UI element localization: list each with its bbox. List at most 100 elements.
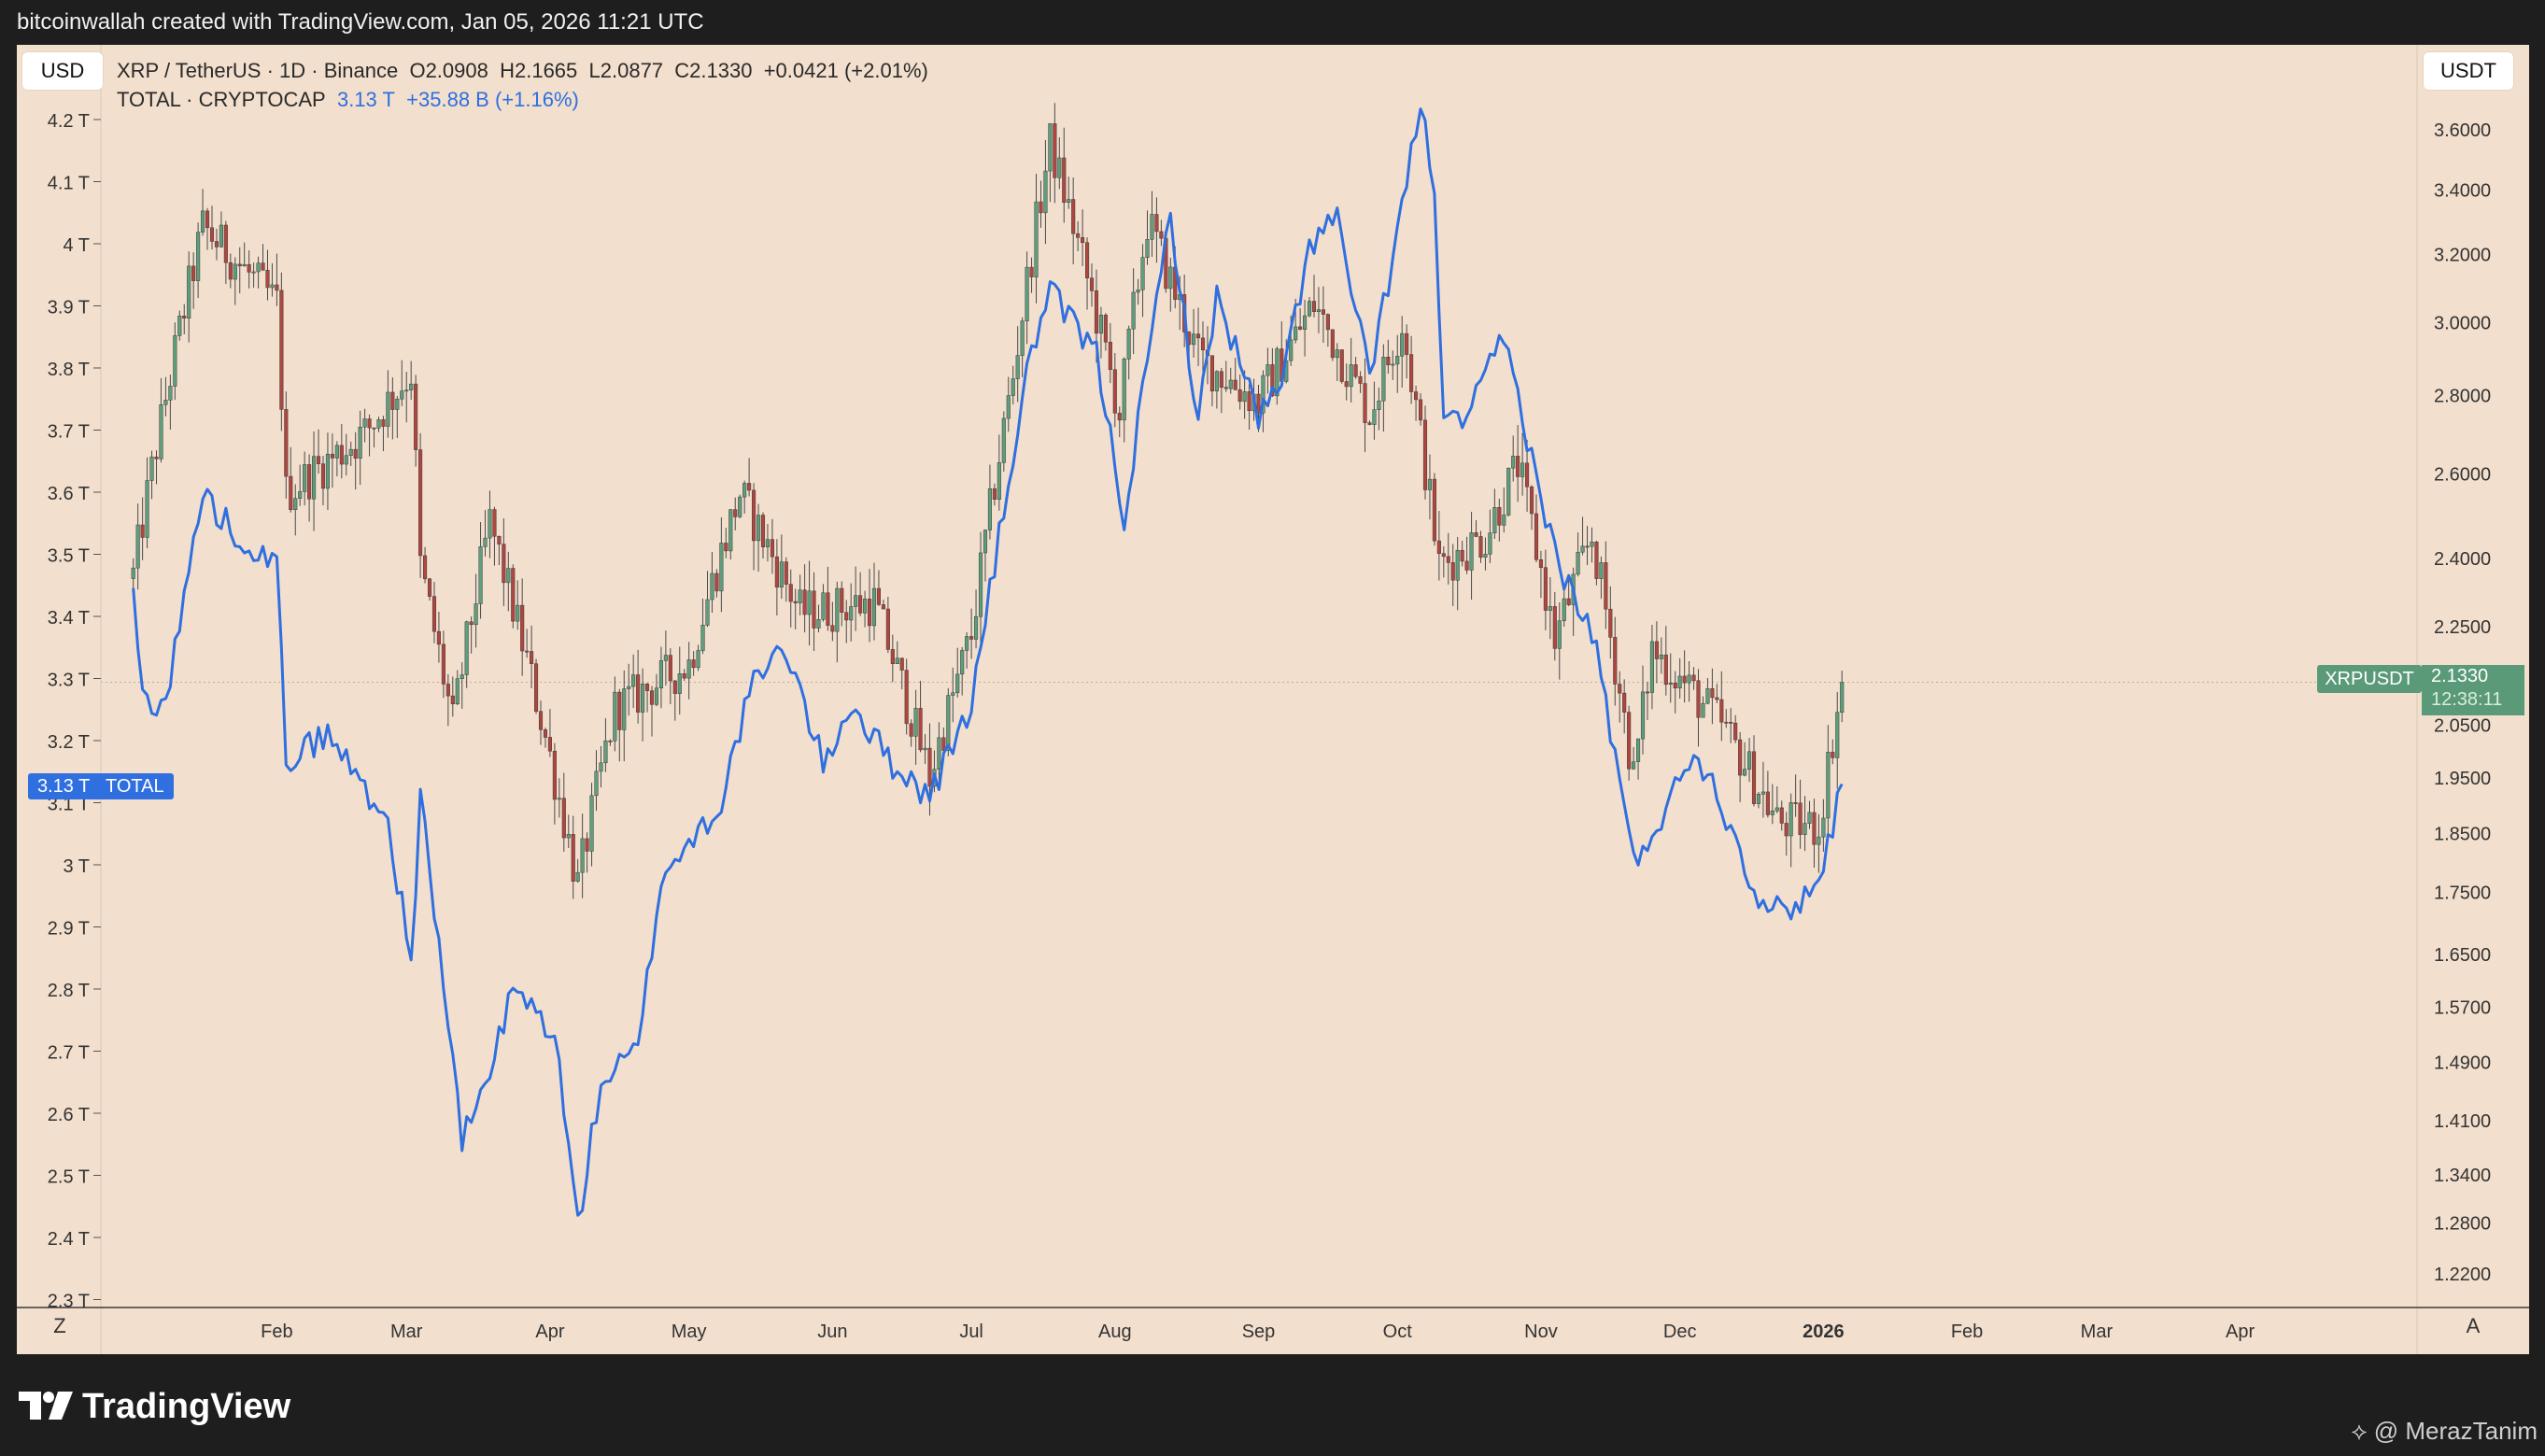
xrp-candle [663, 630, 668, 686]
candle-body [1478, 536, 1483, 558]
right-currency-button[interactable]: USDT [2424, 52, 2513, 90]
candle-body [1076, 233, 1081, 238]
xrp-candle [1067, 177, 1071, 209]
xrp-candle [1020, 317, 1025, 377]
candle-body [1789, 802, 1793, 837]
left-axis-tick: 3.3 T [48, 671, 90, 691]
candle-body [460, 674, 464, 679]
candle-body [1053, 123, 1057, 178]
xrp-candle [1640, 665, 1646, 755]
candle-body [1432, 478, 1436, 542]
time-axis-tick: May [672, 1322, 707, 1342]
legend-xrp: XRP / TetherUS · 1D · Binance O2.0908 H2… [117, 56, 928, 85]
xrp-candle [816, 604, 821, 633]
candle-body [876, 587, 881, 605]
candle-body [339, 445, 344, 465]
right-axis-tick: 2.2500 [2434, 617, 2491, 638]
candle-body [1405, 332, 1409, 355]
xrp-candle [1446, 532, 1450, 585]
attribution-text: bitcoinwallah created with TradingView.c… [17, 9, 704, 35]
xrp-candle [1353, 357, 1358, 379]
candle-body [233, 263, 237, 280]
right-axis-tick: 3.0000 [2434, 313, 2491, 333]
xrp-candle [1729, 707, 1733, 743]
candle-body [752, 489, 756, 542]
xrp-candle [1247, 383, 1251, 431]
chart-panel[interactable]: 4.2 T 4.1 T 4 T 3.9 T 3.8 T 3.7 T 3.6 T 3.5 T 3.… [17, 45, 2529, 1354]
candle-body [960, 650, 965, 675]
xrp-candle [543, 728, 548, 748]
xrp-candle [1409, 335, 1414, 404]
xrp-candle [1034, 174, 1039, 304]
candle-body [247, 263, 251, 273]
xrp-candle [1840, 671, 1845, 723]
legend-close: C2.1330 [674, 59, 753, 82]
xrp-candle [1372, 381, 1377, 440]
xrp-candle [275, 253, 279, 306]
candle-body [182, 316, 187, 318]
candle-body [205, 210, 210, 229]
xrp-candle [196, 222, 201, 298]
candle-body [1529, 486, 1534, 515]
xrp-candle [1538, 550, 1543, 599]
xrp-candle [223, 220, 228, 285]
candle-body [307, 464, 312, 500]
candle-body [1325, 314, 1330, 331]
total-price-badge: 3.13 T TOTAL [28, 773, 174, 799]
left-currency-button[interactable]: USD [22, 52, 103, 90]
candle-body [1668, 682, 1673, 686]
xrp-candle [1562, 586, 1566, 628]
candle-body [1242, 391, 1247, 403]
candle-body [1353, 364, 1358, 377]
candle-body [923, 747, 927, 751]
xrp-candle [978, 531, 983, 644]
zoom-button[interactable]: Z [53, 1314, 66, 1337]
left-axis-tick: 4.1 T [48, 174, 90, 194]
xrp-candle [1803, 796, 1807, 852]
left-axis-tick: 3.4 T [48, 608, 90, 629]
xrp-candle [445, 673, 450, 727]
xrp-candle [1474, 519, 1478, 538]
xrp-candle [145, 457, 149, 549]
right-axis-tick: 3.2000 [2434, 245, 2491, 265]
xrp-candle [414, 375, 418, 467]
candle-body [1418, 399, 1423, 421]
xrp-candle [1168, 257, 1173, 312]
xrp-candle [1427, 454, 1432, 520]
candle-body [1835, 712, 1840, 758]
xrp-candle [1743, 742, 1747, 777]
xrp-candle [1062, 127, 1067, 223]
xrp-candle [705, 571, 710, 628]
candle-body [474, 603, 478, 626]
candle-body [1840, 682, 1845, 713]
auto-scale-button[interactable]: A [2466, 1314, 2481, 1337]
chart-canvas[interactable]: 4.2 T 4.1 T 4 T 3.9 T 3.8 T 3.7 T 3.6 T 3.5 T 3.… [17, 45, 2529, 1354]
candle-body [918, 708, 923, 751]
xrp-candle [1011, 365, 1015, 404]
watermark-text: @ MerazTanim [2373, 1417, 2538, 1445]
xrp-candle [1195, 307, 1201, 367]
xrp-candle [798, 574, 802, 615]
candle-body [289, 475, 293, 511]
xrp-candle [381, 416, 386, 452]
xrp-candle [1422, 405, 1428, 500]
xrp-candle [265, 249, 270, 301]
candle-body [1580, 545, 1585, 553]
xrp-candle [1543, 549, 1548, 630]
xrp-candle [1219, 367, 1223, 414]
candle-body [1705, 688, 1710, 704]
candle-body [858, 595, 863, 614]
time-axis-tick: Sep [1242, 1322, 1276, 1342]
xrp-candle [1233, 358, 1237, 391]
candle-body [1048, 123, 1053, 172]
xrp-candle [1552, 591, 1557, 661]
xrp-candle [316, 429, 321, 474]
xrp-candle [1516, 425, 1520, 502]
xrp-candle [1826, 725, 1831, 836]
xrp-candle [974, 589, 979, 649]
xrp-candle [1751, 735, 1757, 807]
xrp-candle [1580, 516, 1585, 556]
candle-body [1294, 326, 1298, 341]
xrp-candle [1122, 357, 1126, 443]
xrp-candle [1715, 684, 1719, 703]
